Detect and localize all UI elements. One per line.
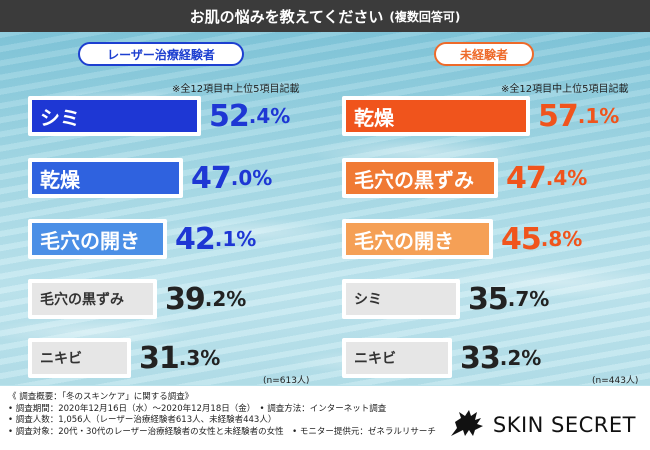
value-label-laser-3: 42.1% (175, 219, 256, 259)
value-label-laser-4: 39.2% (165, 279, 246, 319)
value-decimal: .3% (178, 346, 221, 370)
value-label-untreated-5: 33.2% (460, 338, 541, 378)
bar-untreated-3: 毛穴の開き (342, 219, 493, 259)
value-label-untreated-1: 57.1% (538, 96, 619, 136)
note-right: ※全12項目中上位5項目記載 (501, 84, 629, 95)
value-decimal: .8% (540, 227, 583, 251)
water-background (0, 32, 650, 385)
value-integer: 47 (506, 160, 547, 196)
value-label-untreated-2: 47.4% (506, 158, 587, 198)
bar-label: 乾燥 (346, 100, 526, 132)
value-integer: 45 (501, 221, 542, 257)
bar-label: 毛穴の開き (32, 223, 163, 255)
bar-label: シミ (32, 100, 197, 132)
page-title: お肌の悩みを教えてください (189, 7, 384, 26)
brand-name: SKIN SECRET (492, 413, 636, 437)
bar-untreated-4: シミ (342, 279, 460, 319)
bar-label: 毛穴の開き (346, 223, 489, 255)
bar-laser-4: 毛穴の黒ずみ (28, 279, 157, 319)
value-integer: 42 (175, 221, 216, 257)
value-integer: 31 (139, 340, 180, 376)
group-label-laser: レーザー治療経験者 (78, 42, 244, 66)
page-title-sub: (複数回答可) (389, 9, 461, 24)
value-decimal: .0% (230, 166, 273, 190)
value-decimal: .1% (577, 104, 620, 128)
brand: SKIN SECRET (447, 406, 636, 444)
value-decimal: .4% (545, 166, 588, 190)
bar-label: シミ (346, 283, 456, 315)
sample-count-untreated: (n=443人) (592, 376, 639, 386)
bar-label: ニキビ (346, 342, 448, 374)
bar-label: 乾燥 (32, 162, 179, 194)
bar-untreated-5: ニキビ (342, 338, 452, 378)
value-label-laser-1: 52.4% (209, 96, 290, 136)
value-decimal: .7% (507, 287, 550, 311)
bar-label: 毛穴の黒ずみ (32, 283, 153, 315)
survey-line: • 調査対象：20代・30代のレーザー治療経験者の女性と未経験者の女性 • モニ… (8, 426, 436, 437)
group-label-untreated: 未経験者 (434, 42, 534, 66)
value-decimal: .4% (248, 104, 291, 128)
value-decimal: .2% (499, 346, 542, 370)
bar-untreated-2: 毛穴の黒ずみ (342, 158, 498, 198)
value-label-untreated-3: 45.8% (501, 219, 582, 259)
survey-line: • 調査人数：1,056人（レーザー治療経験者613人、未経験者443人） (8, 415, 277, 425)
survey-line: 《 調査概要：「冬のスキンケア」に関する調査》 (8, 392, 194, 402)
footer: 《 調査概要：「冬のスキンケア」に関する調査》 • 調査期間：2020年12月1… (0, 386, 650, 450)
survey-notes: 《 調査概要：「冬のスキンケア」に関する調査》 • 調査期間：2020年12月1… (8, 392, 436, 438)
pegasus-logo-icon (447, 406, 487, 444)
bar-laser-2: 乾燥 (28, 158, 183, 198)
bar-laser-5: ニキビ (28, 338, 131, 378)
value-decimal: .2% (204, 287, 247, 311)
value-integer: 35 (468, 281, 509, 317)
value-integer: 57 (538, 98, 579, 134)
value-integer: 39 (165, 281, 206, 317)
bar-label: 毛穴の黒ずみ (346, 162, 494, 194)
value-integer: 33 (460, 340, 501, 376)
value-integer: 52 (209, 98, 250, 134)
value-integer: 47 (191, 160, 232, 196)
bar-untreated-1: 乾燥 (342, 96, 530, 136)
sample-count-laser: (n=613人) (263, 376, 310, 386)
bar-laser-1: シミ (28, 96, 201, 136)
survey-line: • 調査期間：2020年12月16日（水）～2020年12月18日（金） • 調… (8, 403, 387, 414)
value-label-laser-5: 31.3% (139, 338, 220, 378)
value-label-untreated-4: 35.7% (468, 279, 549, 319)
bar-laser-3: 毛穴の開き (28, 219, 167, 259)
value-decimal: .1% (214, 227, 257, 251)
value-label-laser-2: 47.0% (191, 158, 272, 198)
note-left: ※全12項目中上位5項目記載 (172, 84, 300, 95)
title-bar: お肌の悩みを教えてください (複数回答可) (0, 0, 650, 32)
bar-label: ニキビ (32, 342, 127, 374)
